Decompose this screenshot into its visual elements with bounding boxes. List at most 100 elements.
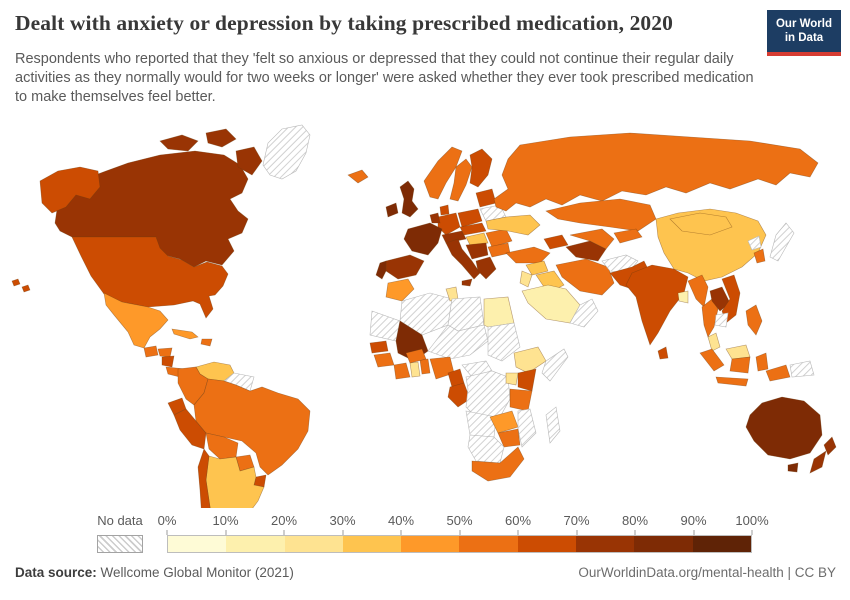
country-uganda[interactable] <box>505 372 519 386</box>
country-benelux[interactable] <box>429 212 441 224</box>
country-gabon-congo[interactable] <box>447 382 471 408</box>
legend-color-cell[interactable] <box>576 536 635 552</box>
country-kazakhstan[interactable] <box>545 198 657 232</box>
country-egypt[interactable] <box>483 296 515 328</box>
country-malaysia-peninsula[interactable] <box>707 332 721 352</box>
country-sicily[interactable] <box>461 278 473 287</box>
country-kyrgyzstan-tajikistan[interactable] <box>613 228 643 244</box>
country-turkey[interactable] <box>505 246 551 264</box>
country-mongolia[interactable] <box>669 212 733 236</box>
footer-link[interactable]: OurWorldinData.org/mental-health | CC BY <box>578 565 836 580</box>
country-niger-chad[interactable] <box>427 324 489 360</box>
country-tasmania[interactable] <box>787 462 799 473</box>
country-indonesia-west-new-guinea[interactable] <box>765 364 791 382</box>
country-yemen-oman[interactable] <box>569 298 599 328</box>
country-iran[interactable] <box>555 258 615 296</box>
owid-logo[interactable]: Our World in Data <box>767 10 841 56</box>
country-ethiopia[interactable] <box>513 346 547 374</box>
country-ukraine[interactable] <box>485 214 541 236</box>
country-guinea[interactable] <box>373 352 395 368</box>
country-mexico[interactable] <box>103 292 169 349</box>
country-mauritania[interactable] <box>369 310 401 342</box>
country-germany[interactable] <box>437 212 461 236</box>
country-morocco[interactable] <box>385 278 415 302</box>
country-kenya[interactable] <box>517 368 537 392</box>
country-namibia-botswana[interactable] <box>467 434 505 464</box>
country-papua-new-guinea[interactable] <box>789 360 815 378</box>
country-burkina-faso[interactable] <box>405 348 427 364</box>
country-spain[interactable] <box>385 254 425 280</box>
country-senegal[interactable] <box>369 340 389 354</box>
country-indonesia-java[interactable] <box>715 376 749 387</box>
country-indonesia-borneo[interactable] <box>729 356 751 374</box>
legend-color-cell[interactable] <box>168 536 227 552</box>
country-greenland[interactable] <box>262 124 311 180</box>
country-libya[interactable] <box>447 296 485 332</box>
country-japan[interactable] <box>769 222 795 262</box>
country-russia[interactable] <box>493 132 819 212</box>
country-syria[interactable] <box>525 260 549 276</box>
country-bangladesh[interactable] <box>677 290 689 304</box>
country-vietnam[interactable] <box>721 274 741 324</box>
country-philippines[interactable] <box>745 304 763 336</box>
country-new-zealand-south[interactable] <box>809 450 827 474</box>
country-turkmenistan[interactable] <box>565 240 607 262</box>
country-tanzania[interactable] <box>509 388 533 412</box>
country-canada-island-3[interactable] <box>235 146 263 176</box>
country-new-zealand-north[interactable] <box>823 436 837 456</box>
country-myanmar[interactable] <box>687 274 709 308</box>
country-hungary[interactable] <box>465 232 489 246</box>
country-sri-lanka[interactable] <box>657 346 669 360</box>
country-ireland[interactable] <box>385 202 399 218</box>
country-portugal[interactable] <box>375 260 387 280</box>
country-denmark[interactable] <box>439 204 450 216</box>
country-sudan[interactable] <box>487 322 521 362</box>
country-north-korea[interactable] <box>747 235 762 251</box>
legend-color-cell[interactable] <box>459 536 518 552</box>
country-chile[interactable] <box>197 448 224 508</box>
country-india[interactable] <box>625 264 689 346</box>
country-guatemala[interactable] <box>143 345 159 358</box>
legend-no-data-swatch[interactable] <box>97 535 143 553</box>
country-somalia[interactable] <box>541 348 569 382</box>
country-canada-island-1[interactable] <box>159 134 199 152</box>
country-usa-alaska[interactable] <box>39 166 101 214</box>
legend-color-cell[interactable] <box>401 536 460 552</box>
country-caucasus[interactable] <box>543 234 569 250</box>
country-poland[interactable] <box>457 208 483 228</box>
country-ghana[interactable] <box>409 361 421 378</box>
country-baltics[interactable] <box>475 188 497 208</box>
legend-color-cell[interactable] <box>342 536 402 552</box>
country-iceland[interactable] <box>347 169 369 184</box>
country-usa-hawaii-1[interactable] <box>11 278 21 287</box>
country-malaysia-borneo[interactable] <box>725 344 751 360</box>
legend-color-cell[interactable] <box>692 536 751 552</box>
country-mozambique[interactable] <box>517 408 537 448</box>
country-sweden[interactable] <box>449 158 473 202</box>
country-ivory-coast[interactable] <box>393 362 411 380</box>
country-france[interactable] <box>403 222 443 256</box>
country-indonesia-sulawesi[interactable] <box>755 352 769 372</box>
country-switzerland-austria[interactable] <box>441 230 467 244</box>
country-nicaragua[interactable] <box>161 355 175 368</box>
country-zimbabwe[interactable] <box>497 428 521 448</box>
country-greece[interactable] <box>475 256 497 280</box>
country-madagascar[interactable] <box>545 406 561 444</box>
country-uk[interactable] <box>399 180 419 218</box>
country-indonesia-sumatra[interactable] <box>699 348 725 372</box>
country-hispaniola[interactable] <box>200 338 213 347</box>
country-cambodia[interactable] <box>714 312 729 328</box>
country-uzbekistan[interactable] <box>569 228 615 250</box>
country-serbia-croatia[interactable] <box>465 242 489 260</box>
country-south-africa[interactable] <box>471 446 525 482</box>
country-honduras[interactable] <box>157 347 173 358</box>
country-peru[interactable] <box>173 408 207 450</box>
legend-color-cell[interactable] <box>517 536 577 552</box>
country-saudi-arabia[interactable] <box>521 284 581 324</box>
legend-color-cell[interactable] <box>284 536 343 552</box>
country-canada-island-2[interactable] <box>205 128 237 148</box>
legend-color-cell[interactable] <box>226 536 285 552</box>
country-finland[interactable] <box>469 148 493 188</box>
country-togo-benin[interactable] <box>419 358 431 375</box>
country-levant[interactable] <box>519 270 533 288</box>
